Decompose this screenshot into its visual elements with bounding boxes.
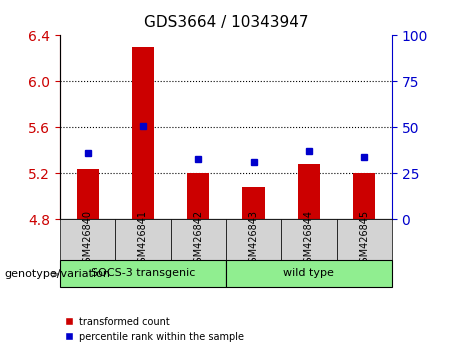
FancyBboxPatch shape xyxy=(226,260,392,287)
Bar xyxy=(353,173,375,219)
Bar xyxy=(187,173,209,219)
FancyBboxPatch shape xyxy=(281,219,337,260)
FancyBboxPatch shape xyxy=(60,260,226,287)
FancyBboxPatch shape xyxy=(171,219,226,260)
Text: GSM426845: GSM426845 xyxy=(359,210,369,269)
FancyBboxPatch shape xyxy=(60,219,115,260)
Text: GSM426843: GSM426843 xyxy=(248,210,259,269)
Text: wild type: wild type xyxy=(284,268,334,279)
Text: GSM426840: GSM426840 xyxy=(83,210,93,269)
Bar xyxy=(242,187,265,219)
Bar xyxy=(77,169,99,219)
FancyBboxPatch shape xyxy=(226,219,281,260)
FancyArrowPatch shape xyxy=(53,272,57,276)
Legend: transformed count, percentile rank within the sample: transformed count, percentile rank withi… xyxy=(60,313,248,346)
Text: genotype/variation: genotype/variation xyxy=(5,269,111,279)
FancyBboxPatch shape xyxy=(337,219,392,260)
Bar xyxy=(132,47,154,219)
Text: GSM426841: GSM426841 xyxy=(138,210,148,269)
Text: GSM426842: GSM426842 xyxy=(193,210,203,269)
Bar xyxy=(298,164,320,219)
Text: SOCS-3 transgenic: SOCS-3 transgenic xyxy=(91,268,195,279)
Text: GSM426844: GSM426844 xyxy=(304,210,314,269)
FancyBboxPatch shape xyxy=(115,219,171,260)
Title: GDS3664 / 10343947: GDS3664 / 10343947 xyxy=(144,15,308,30)
